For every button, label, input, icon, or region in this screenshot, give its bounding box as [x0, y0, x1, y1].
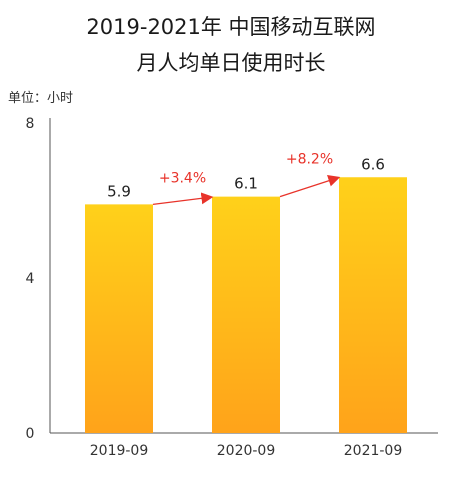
growth-arrow	[152, 192, 214, 205]
growth-arrow	[279, 175, 341, 198]
unit-label: 单位：小时	[8, 91, 73, 106]
growth-label: +3.4%	[159, 171, 206, 187]
y-tick-label: 4	[26, 271, 35, 287]
x-tick-label: 2021-09	[344, 443, 403, 459]
bar-2021-09	[339, 177, 407, 433]
bar-2020-09	[212, 196, 280, 433]
chart-title: 2019-2021年 中国移动互联网	[86, 15, 375, 39]
x-tick-label: 2020-09	[217, 443, 276, 459]
value-label: 6.6	[361, 155, 385, 173]
value-label: 5.9	[107, 182, 131, 200]
y-tick-label: 8	[26, 116, 35, 132]
x-tick-label: 2019-09	[90, 443, 149, 459]
chart-subtitle: 月人均单日使用时长	[137, 51, 326, 75]
growth-label: +8.2%	[286, 151, 333, 167]
bar-2019-09	[85, 204, 153, 433]
value-label: 6.1	[234, 175, 258, 193]
y-tick-label: 0	[26, 426, 35, 442]
